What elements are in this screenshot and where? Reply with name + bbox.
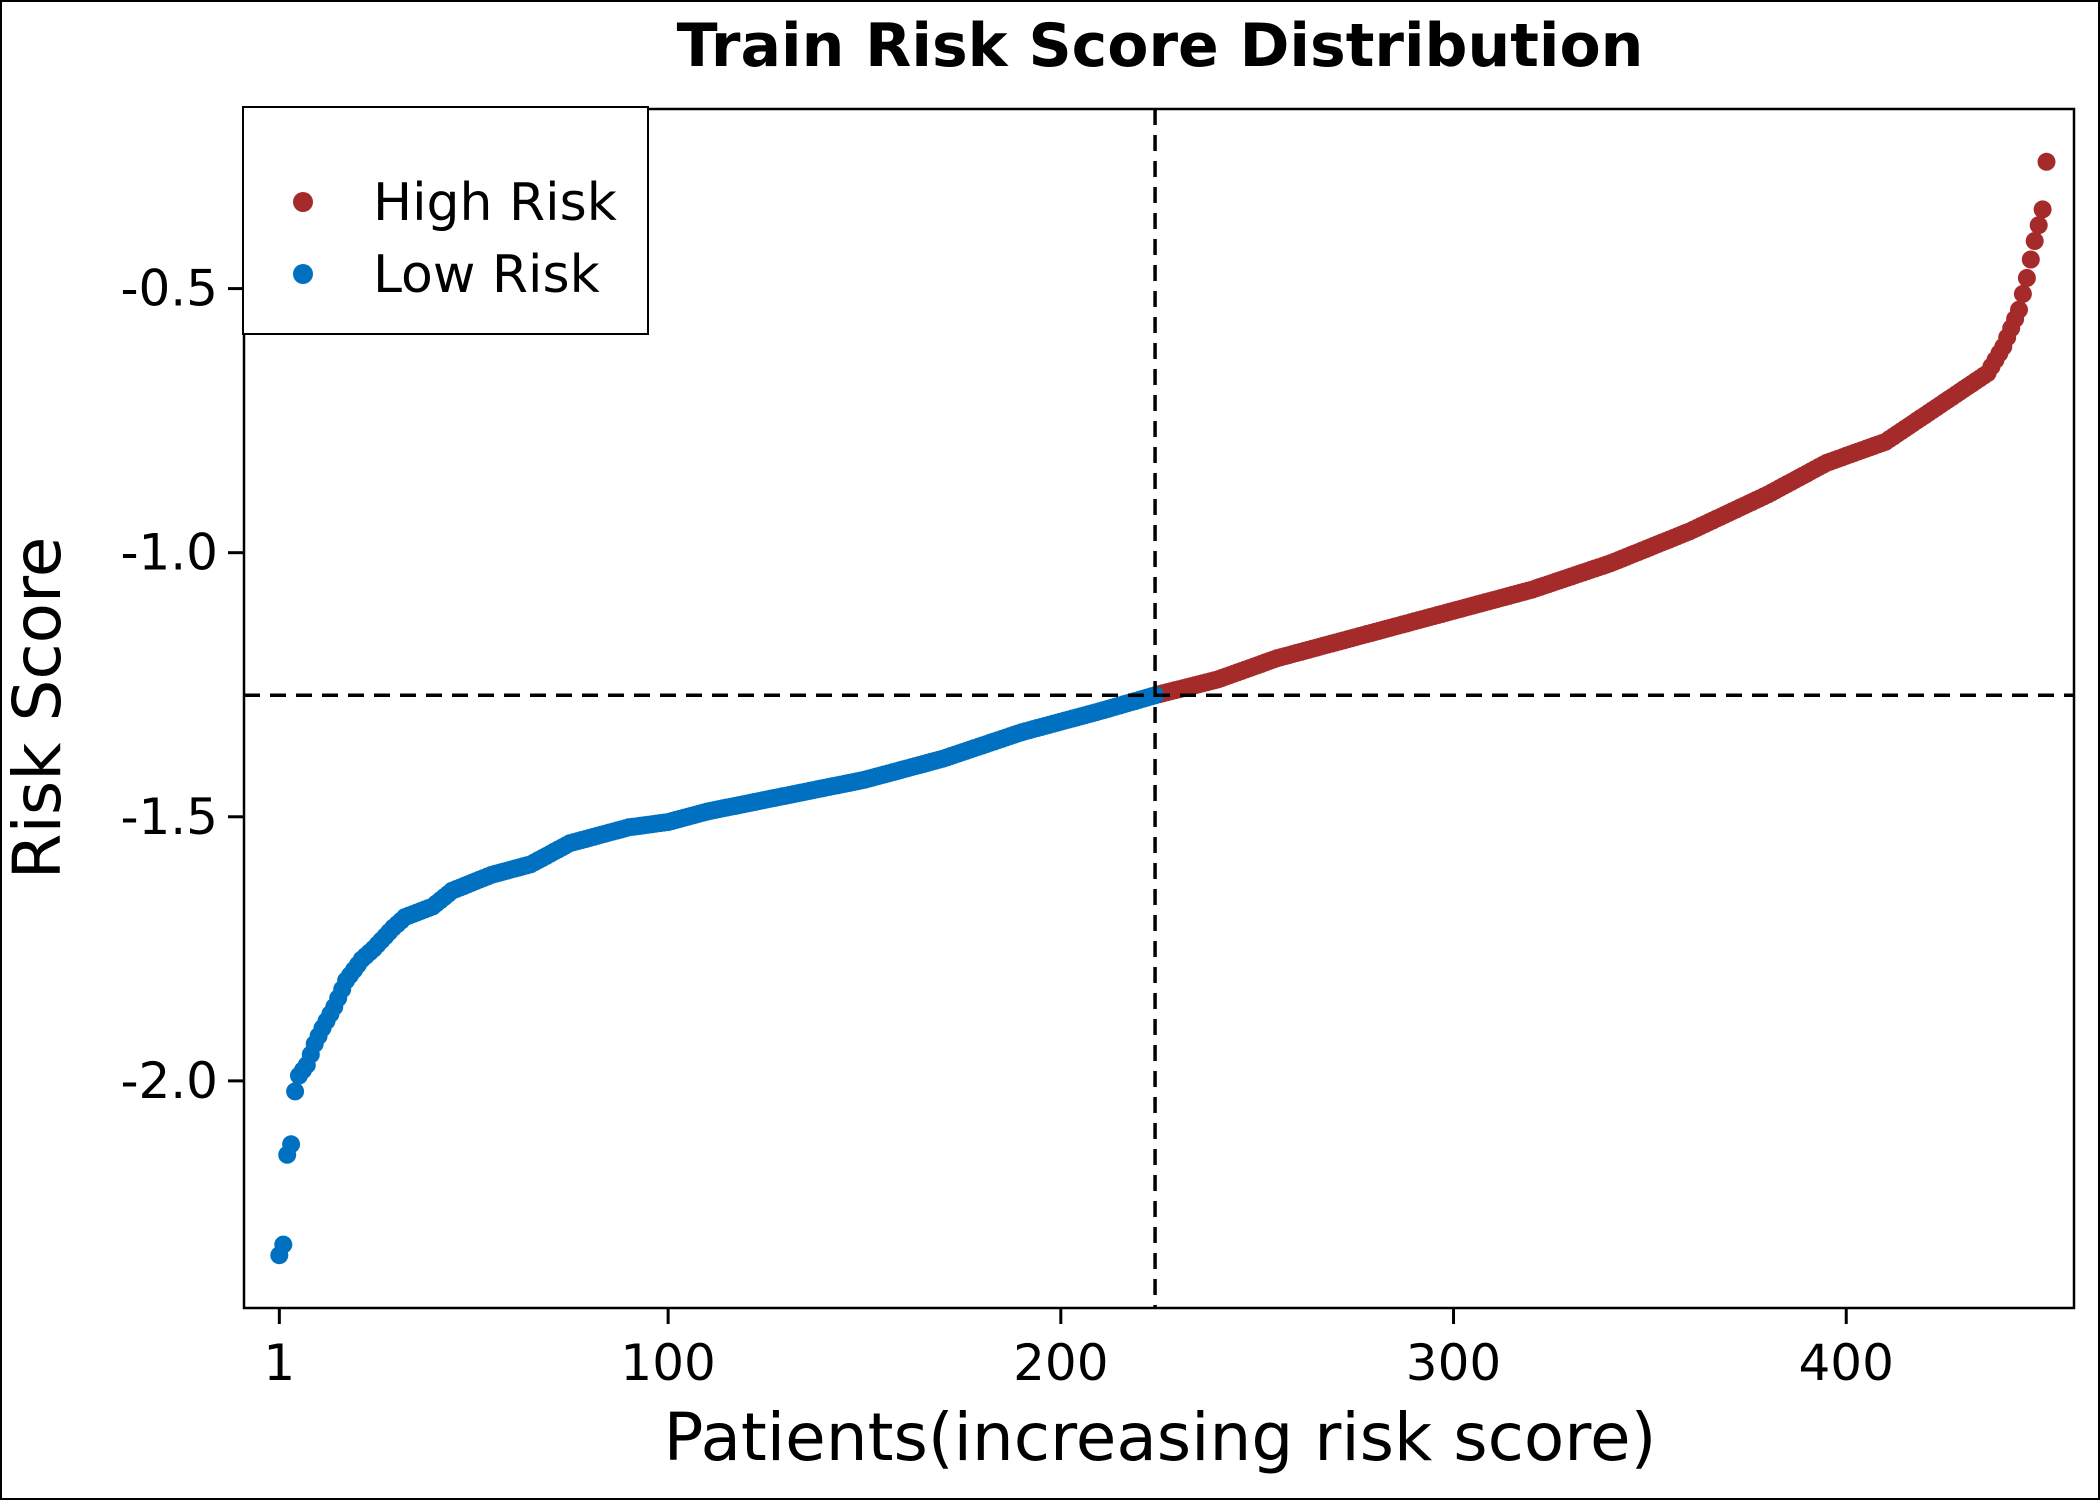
point-low-risk bbox=[282, 1135, 301, 1154]
point-high-risk bbox=[2010, 300, 2028, 319]
point-high-risk bbox=[2029, 216, 2048, 235]
point-high-risk bbox=[2021, 250, 2040, 269]
y-tick-label: -0.5 bbox=[120, 260, 218, 318]
x-tick-label: 100 bbox=[620, 1334, 715, 1392]
series-low-risk bbox=[270, 686, 1165, 1265]
point-high-risk bbox=[2037, 152, 2056, 171]
y-tick-label: -2.0 bbox=[120, 1052, 218, 1110]
point-low-risk bbox=[274, 1235, 293, 1254]
x-tick-label: 1 bbox=[263, 1334, 295, 1392]
point-high-risk bbox=[2017, 269, 2036, 287]
legend-label-high-risk: High Risk bbox=[373, 173, 617, 233]
legend-label-low-risk: Low Risk bbox=[373, 245, 600, 305]
legend-marker-high-risk bbox=[293, 192, 313, 212]
point-high-risk bbox=[2033, 200, 2052, 219]
x-tick-label: 300 bbox=[1406, 1334, 1501, 1392]
legend: High Risk Low Risk bbox=[242, 106, 649, 335]
y-axis-label: Risk Score bbox=[0, 537, 76, 880]
y-tick-label: -1.5 bbox=[120, 788, 218, 846]
data-points bbox=[270, 152, 2056, 1265]
y-tick-label: -1.0 bbox=[120, 524, 218, 582]
x-tick-label: 400 bbox=[1799, 1334, 1894, 1392]
series-high-risk bbox=[1150, 152, 2056, 704]
point-low-risk bbox=[286, 1082, 305, 1101]
chart-title: Train Risk Score Distribution bbox=[677, 11, 1644, 81]
x-tick-label: 200 bbox=[1013, 1334, 1108, 1392]
y-axis-ticks: -2.0 -1.5 -1.0 -0.5 bbox=[120, 260, 244, 1110]
legend-box bbox=[242, 106, 649, 335]
plot-area-frame bbox=[242, 107, 2076, 1310]
point-high-risk bbox=[2025, 232, 2044, 250]
point-high-risk bbox=[2013, 284, 2032, 303]
x-axis-label: Patients(increasing risk score) bbox=[664, 1399, 1657, 1476]
x-axis-ticks: 1 100 200 300 400 bbox=[263, 1308, 1894, 1392]
legend-marker-low-risk bbox=[293, 264, 313, 284]
